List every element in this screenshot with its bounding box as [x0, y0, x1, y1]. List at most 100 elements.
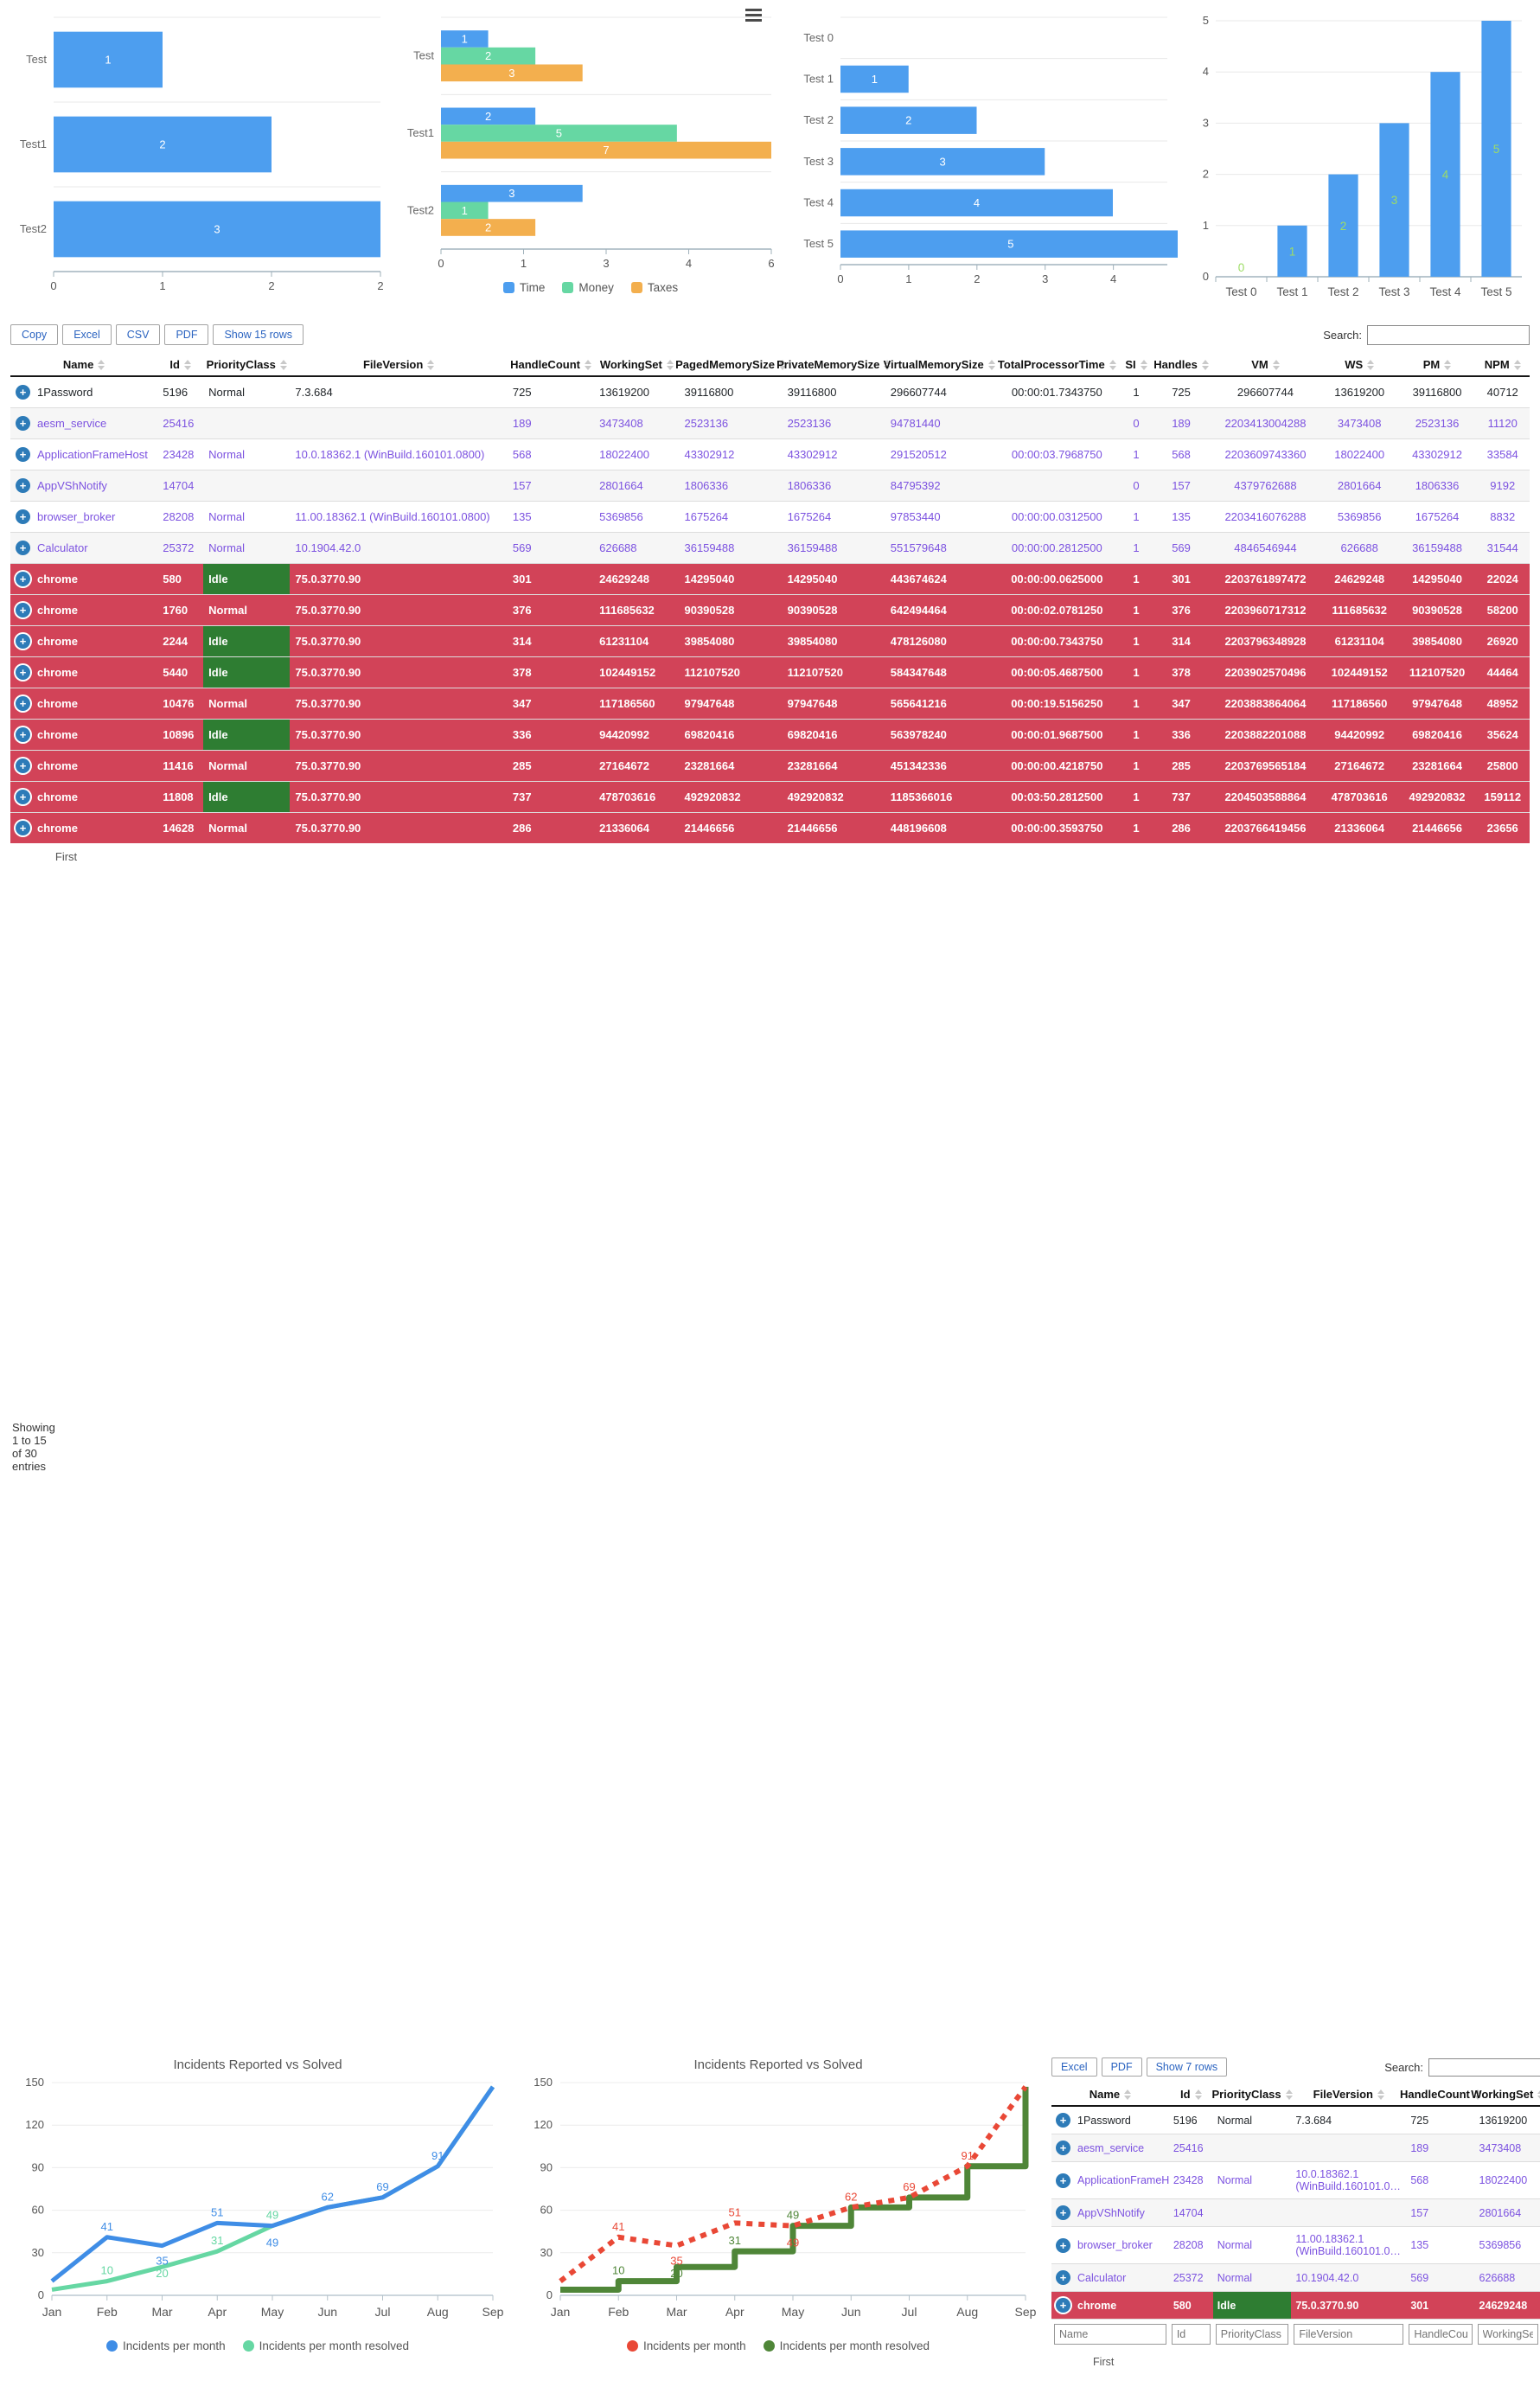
column-header-priorityclass[interactable]: PriorityClass	[203, 354, 291, 377]
bar[interactable]	[1379, 123, 1409, 277]
sort-icon[interactable]	[666, 359, 674, 370]
sort-icon[interactable]	[279, 359, 287, 370]
expand-row-icon[interactable]: +	[16, 634, 30, 649]
column-header-privatememorysize[interactable]: PrivateMemorySize	[776, 354, 891, 377]
bar[interactable]	[840, 230, 1181, 258]
sort-icon[interactable]	[987, 359, 995, 370]
filter-input-handlecount[interactable]	[1409, 2324, 1473, 2345]
bar[interactable]	[840, 148, 1045, 176]
expand-row-icon[interactable]: +	[16, 509, 30, 524]
table-row-aesm_service-25416[interactable]: + aesm_service 25416 189 3473408 2523136 25231…	[10, 407, 1530, 439]
bar[interactable]	[840, 65, 909, 93]
table-row-Calculator-25372[interactable]: + Calculator 25372 Normal 10.1904.42.0 569 626…	[10, 532, 1530, 564]
sort-icon[interactable]	[1201, 359, 1209, 370]
table-row-chrome-580[interactable]: + chrome 580 Idle 75.0.3770.90 301 24629248	[1051, 2291, 1540, 2320]
table-row-chrome-10476[interactable]: + chrome 10476 Normal 75.0.3770.90 347 1171865…	[10, 688, 1530, 720]
bar[interactable]	[840, 189, 1113, 217]
csv-button[interactable]: CSV	[115, 324, 161, 345]
expand-row-icon[interactable]: +	[16, 696, 30, 711]
legend-item-money[interactable]: Money	[562, 281, 614, 294]
bar[interactable]	[441, 47, 536, 65]
filter-input-priorityclass[interactable]	[1215, 2324, 1289, 2345]
search-input[interactable]	[1428, 2057, 1540, 2077]
expand-row-icon[interactable]: +	[1056, 2237, 1070, 2253]
page-first[interactable]: First	[1093, 2356, 1115, 2368]
table-row-1Password-5196[interactable]: +1Password 5196 Normal 7.3.684 725 13619200 39…	[10, 375, 1530, 408]
hamburger-menu-icon[interactable]	[745, 9, 762, 24]
bar[interactable]	[441, 219, 536, 236]
bar[interactable]	[441, 141, 771, 159]
sort-icon[interactable]	[1194, 2089, 1202, 2100]
filter-input-id[interactable]	[1171, 2324, 1211, 2345]
table-row-chrome-14628[interactable]: + chrome 14628 Normal 75.0.3770.90 286 2133606…	[10, 812, 1530, 843]
bar[interactable]	[441, 184, 583, 202]
sort-icon[interactable]	[584, 359, 591, 370]
show-15-rows-button[interactable]: Show 15 rows	[213, 324, 304, 345]
expand-row-icon[interactable]: +	[16, 821, 30, 835]
column-header-name[interactable]: Name	[1051, 2083, 1169, 2107]
column-header-fileversion[interactable]: FileVersion	[290, 354, 508, 377]
column-header-handlecount[interactable]: HandleCount	[507, 354, 595, 377]
sort-icon[interactable]	[1377, 2089, 1384, 2100]
bar[interactable]	[840, 106, 977, 134]
sort-icon[interactable]	[1124, 2089, 1132, 2100]
bar[interactable]	[54, 116, 272, 173]
filter-input-name[interactable]	[1054, 2324, 1166, 2345]
legend-item-incidents-per-month-resolved[interactable]: Incidents per month resolved	[242, 2339, 409, 2352]
sort-icon[interactable]	[1272, 359, 1280, 370]
legend-item-taxes[interactable]: Taxes	[630, 281, 678, 294]
bar[interactable]	[1430, 72, 1460, 277]
table-row-chrome-1760[interactable]: + chrome 1760 Normal 75.0.3770.90 376 11168563…	[10, 594, 1530, 626]
expand-row-icon[interactable]: +	[16, 447, 30, 462]
expand-row-icon[interactable]: +	[16, 541, 30, 555]
expand-row-icon[interactable]: +	[1056, 2205, 1070, 2220]
bar[interactable]	[441, 202, 489, 220]
expand-row-icon[interactable]: +	[16, 727, 30, 742]
expand-row-icon[interactable]: +	[1056, 2141, 1070, 2155]
sort-icon[interactable]	[1140, 359, 1147, 370]
column-header-vm[interactable]: VM	[1211, 354, 1320, 377]
column-header-si[interactable]: SI	[1121, 354, 1152, 377]
pdf-button[interactable]: PDF	[1101, 2057, 1142, 2077]
table-row-chrome-5440[interactable]: + chrome 5440 Idle 75.0.3770.90 378 102449152 1…	[10, 656, 1530, 688]
bar[interactable]	[1277, 225, 1307, 277]
table-row-Calculator-25372[interactable]: + Calculator 25372 Normal 10.1904.42.0 569 626…	[1051, 2263, 1540, 2292]
copy-button[interactable]: Copy	[10, 324, 59, 345]
table-row-browser_broker-28208[interactable]: + browser_broker 28208 Normal 11.00.18362.1 …	[1051, 2226, 1540, 2264]
column-header-id[interactable]: Id	[157, 354, 204, 377]
sort-icon[interactable]	[1513, 359, 1521, 370]
expand-row-icon[interactable]: +	[16, 416, 30, 431]
expand-row-icon[interactable]: +	[16, 385, 30, 400]
column-header-handlecount[interactable]: HandleCount	[1400, 2083, 1481, 2107]
bar[interactable]	[441, 30, 489, 48]
column-header-pm[interactable]: PM	[1398, 354, 1476, 377]
sort-icon[interactable]	[1109, 359, 1116, 370]
table-row-chrome-580[interactable]: + chrome 580 Idle 75.0.3770.90 301 24629248 142…	[10, 563, 1530, 595]
table-row-1Password-5196[interactable]: +1Password 5196 Normal 7.3.684 725 13619200	[1051, 2105, 1540, 2134]
table-row-browser_broker-28208[interactable]: + browser_broker 28208 Normal 11.00.18362.1 …	[10, 501, 1530, 533]
column-header-pagedmemorysize[interactable]: PagedMemorySize	[675, 354, 786, 377]
column-header-fileversion[interactable]: FileVersion	[1291, 2083, 1407, 2107]
bar[interactable]	[1481, 21, 1511, 277]
sort-icon[interactable]	[1367, 359, 1375, 370]
expand-row-icon[interactable]: +	[16, 478, 30, 493]
column-header-priorityclass[interactable]: PriorityClass	[1211, 2083, 1293, 2107]
excel-button[interactable]: Excel	[1051, 2057, 1097, 2077]
expand-row-icon[interactable]: +	[16, 603, 30, 618]
legend-item-time[interactable]: Time	[502, 281, 545, 294]
expand-row-icon[interactable]: +	[16, 790, 30, 804]
show-7-rows-button[interactable]: Show 7 rows	[1146, 2057, 1228, 2077]
column-header-npm[interactable]: NPM	[1475, 354, 1530, 377]
sort-icon[interactable]	[427, 359, 435, 370]
expand-row-icon[interactable]: +	[1056, 2113, 1070, 2128]
bar[interactable]	[54, 201, 380, 258]
column-header-workingset[interactable]: WorkingSet	[594, 354, 680, 377]
expand-row-icon[interactable]: +	[16, 665, 30, 680]
column-header-totalprocessortime[interactable]: TotalProcessorTime	[993, 354, 1121, 377]
table-row-chrome-11808[interactable]: + chrome 11808 Idle 75.0.3770.90 737 478703616…	[10, 781, 1530, 813]
table-row-AppVShNotify-14704[interactable]: + AppVShNotify 14704 157 2801664 1806336 18063…	[10, 470, 1530, 502]
search-input[interactable]	[1367, 324, 1530, 345]
filter-input-fileversion[interactable]	[1294, 2324, 1404, 2345]
column-header-workingset[interactable]: WorkingSet	[1471, 2083, 1540, 2107]
legend-item-incidents-per-month-resolved[interactable]: Incidents per month resolved	[763, 2339, 930, 2352]
